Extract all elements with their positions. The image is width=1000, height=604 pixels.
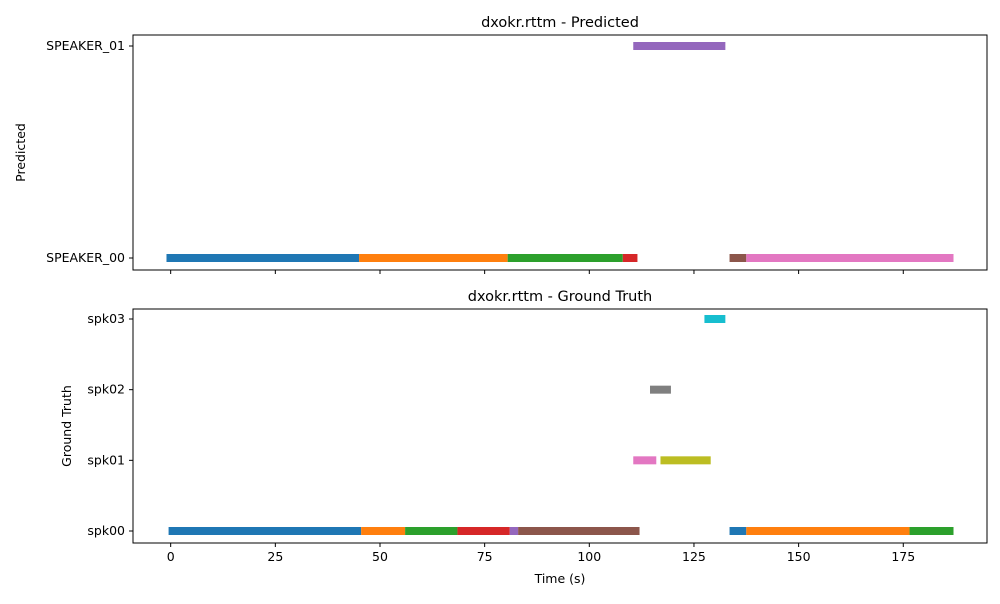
- y-tick-label: spk01: [87, 452, 125, 467]
- timeline-segment: [405, 527, 458, 535]
- y-axis-label: Ground Truth: [59, 385, 74, 467]
- y-axis-label: Predicted: [13, 123, 28, 182]
- y-tick-label: SPEAKER_00: [46, 250, 125, 265]
- timeline-segment: [622, 254, 638, 262]
- x-tick-label: 0: [167, 549, 175, 564]
- timeline-segment: [650, 385, 671, 394]
- x-tick-label: 150: [787, 549, 811, 564]
- timeline-segment: [660, 456, 711, 465]
- timeline-segment: [746, 527, 910, 535]
- chart-title: dxokr.rttm - Predicted: [481, 15, 639, 31]
- timeline-segment: [633, 456, 657, 465]
- timeline-segment: [729, 254, 747, 262]
- timeline-segment: [509, 527, 519, 535]
- y-tick-label: spk00: [87, 523, 125, 538]
- chart-title: dxokr.rttm - Ground Truth: [468, 289, 652, 305]
- x-tick-label: 25: [267, 549, 283, 564]
- timeline-segment: [729, 527, 747, 535]
- y-tick-label: spk03: [87, 311, 125, 326]
- plot-frame: [132, 308, 988, 544]
- timeline-segment: [746, 254, 954, 262]
- y-tick-label: SPEAKER_01: [46, 38, 125, 53]
- timeline-segment: [909, 527, 954, 535]
- timeline-segment: [507, 254, 623, 262]
- x-tick-label: 75: [477, 549, 493, 564]
- timeline-segment: [704, 315, 726, 323]
- x-tick-label: 50: [372, 549, 388, 564]
- timeline-segment: [166, 254, 360, 262]
- y-tick-label: spk02: [87, 382, 125, 397]
- timeline-segment: [518, 527, 640, 535]
- plot-frame: [132, 34, 988, 271]
- timeline-segment: [168, 527, 362, 535]
- timeline-segment: [359, 254, 508, 262]
- timeline-segment: [361, 527, 406, 535]
- x-tick-label: 100: [577, 549, 601, 564]
- x-axis-label: Time (s): [534, 571, 586, 586]
- x-tick-label: 175: [891, 549, 915, 564]
- timeline-segment: [633, 42, 726, 50]
- x-tick-label: 125: [682, 549, 706, 564]
- timeline-segment: [457, 527, 510, 535]
